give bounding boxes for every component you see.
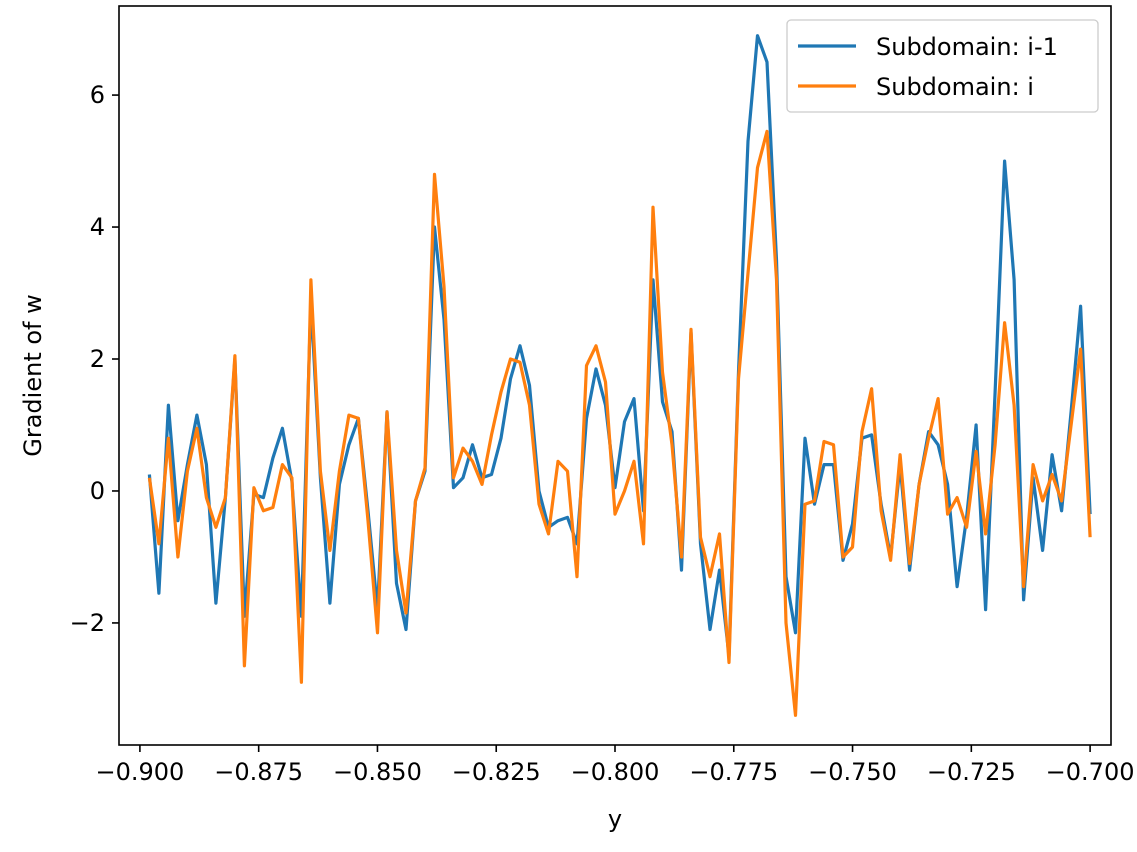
series-line-0 <box>147 34 1092 658</box>
x-tick-label: −0.900 <box>95 758 184 786</box>
y-axis-label: Gradient of w <box>19 294 47 456</box>
legend: Subdomain: i-1 Subdomain: i <box>786 19 1099 113</box>
plot-frame <box>118 5 1112 746</box>
series-lines <box>147 34 1092 717</box>
x-tick-label: −0.850 <box>333 758 422 786</box>
legend-label-series-1: Subdomain: i <box>876 73 1034 101</box>
series-line-1 <box>147 129 1092 717</box>
x-axis-ticks: −0.900 −0.875 −0.850 −0.825 −0.800 −0.775 −0.7… <box>95 745 1135 786</box>
x-axis-label: y <box>608 805 622 833</box>
y-tick-label: 2 <box>90 345 105 373</box>
x-tick-label: −0.700 <box>1046 758 1135 786</box>
x-tick-label: −0.775 <box>689 758 778 786</box>
legend-box <box>786 19 1099 113</box>
y-axis-ticks: −2 0 2 4 6 <box>70 81 119 637</box>
y-tick-label: 6 <box>90 81 105 109</box>
y-tick-label: 4 <box>90 213 105 241</box>
x-tick-label: −0.725 <box>927 758 1016 786</box>
x-tick-label: −0.875 <box>214 758 303 786</box>
y-tick-label: −2 <box>70 609 105 637</box>
y-tick-label: 0 <box>90 477 105 505</box>
x-tick-label: −0.750 <box>808 758 897 786</box>
x-tick-label: −0.800 <box>571 758 660 786</box>
x-tick-label: −0.825 <box>452 758 541 786</box>
legend-label-series-0: Subdomain: i-1 <box>876 33 1058 61</box>
